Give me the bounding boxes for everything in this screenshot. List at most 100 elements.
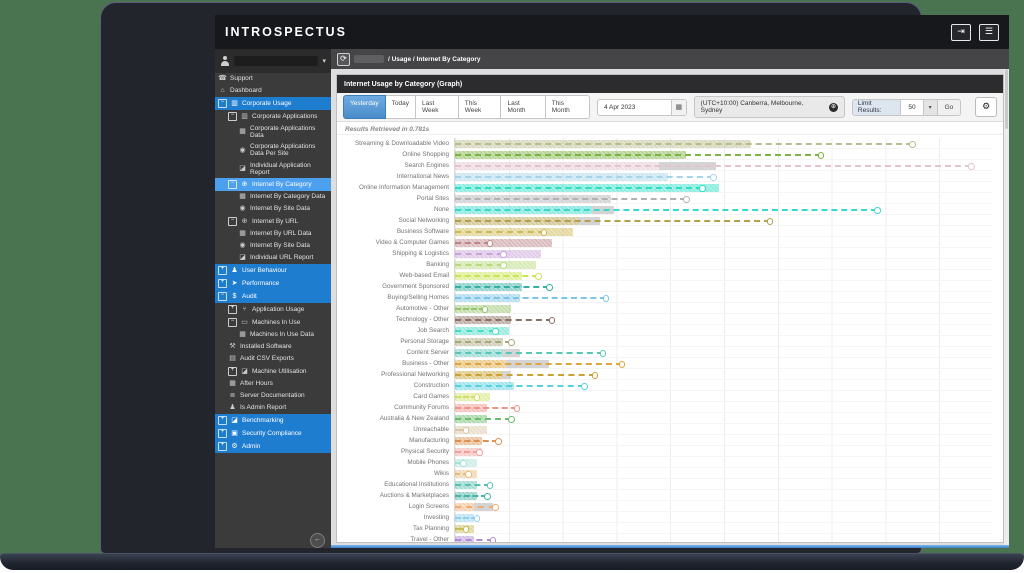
chart-track [454, 292, 993, 303]
sidebar-item-benchmarking[interactable]: + ◪ Benchmarking [215, 413, 331, 427]
sidebar-item-machines-in-use[interactable]: − ▭ Machines In Use [215, 316, 331, 329]
sidebar-item-dashboard[interactable]: ⌂ Dashboard [215, 85, 331, 97]
sidebar-item-individual-application-report[interactable]: ◪ Individual Application Report [215, 160, 331, 178]
chart-marker-dot [874, 207, 881, 214]
sidebar-item-label: Internet By Site Data [250, 205, 310, 213]
scrollbar-thumb[interactable] [1005, 69, 1008, 129]
chart-dashed-comparison-line [455, 264, 504, 266]
sidebar-item-after-hours[interactable]: ▦ After Hours [215, 378, 331, 390]
sidebar-item-audit[interactable]: − $ Audit [215, 289, 331, 303]
sidebar-item-performance[interactable]: + ➤ Performance [215, 276, 331, 290]
page-title: Internet Usage by Category (Graph) [337, 75, 1003, 93]
chart-category-label: Government Sponsored [382, 283, 449, 290]
sidebar-item-admin[interactable]: + ⚙ Admin [215, 439, 331, 453]
sidebar-item-machines-in-use-data[interactable]: ▦ Machines In Use Data [215, 329, 331, 341]
chart-row: Construction [339, 380, 993, 391]
calendar-icon[interactable]: ▦ [670, 99, 686, 115]
chart-bar[interactable] [455, 535, 474, 542]
user-menu[interactable]: ▾ [215, 49, 331, 73]
sidebar-item-internet-by-url-data[interactable]: ▦ Internet By URL Data [215, 228, 331, 240]
chart-marker-dot [484, 493, 491, 500]
collapse-expander-icon[interactable]: − [228, 216, 237, 226]
sidebar-item-label: Internet By Site Data [250, 242, 310, 250]
shield-icon: ▣ [231, 429, 238, 437]
chart-category-label: Online Information Management [359, 184, 449, 191]
report-chart-icon: ◪ [239, 254, 246, 261]
sidebar-item-machine-utilisation[interactable]: + ◪ Machine Utilisation [215, 365, 331, 378]
chart-bar[interactable] [455, 425, 488, 434]
collapse-expander-icon[interactable]: − [228, 317, 237, 327]
table-icon: ▦ [239, 193, 246, 200]
refresh-icon[interactable]: ⟳ [337, 52, 350, 66]
gear-icon[interactable]: ⚙ [975, 97, 997, 117]
sidebar-item-server-documentation[interactable]: ≣ Server Documentation [215, 390, 331, 402]
file-icon: ▤ [229, 355, 236, 362]
sidebar-item-is-admin-report[interactable]: ♟ Is Admin Report [215, 402, 331, 414]
expand-expander-icon[interactable]: + [218, 278, 227, 288]
chart-dashed-comparison-line [455, 473, 469, 475]
range-button-this-week[interactable]: This Week [458, 95, 502, 119]
collapse-expander-icon[interactable]: − [228, 112, 237, 121]
scrollbar[interactable] [1004, 69, 1009, 545]
sidebar-item-internet-by-site-data[interactable]: ◉ Internet By Site Data [215, 240, 331, 252]
collapse-expander-icon[interactable]: − [218, 99, 227, 108]
range-button-last-month[interactable]: Last Month [501, 95, 546, 119]
sidebar-item-corporate-applications-data[interactable]: ▦ Corporate Applications Data [215, 123, 331, 141]
chart-marker-dot [699, 185, 706, 192]
sidebar-item-internet-by-category-data[interactable]: ▦ Internet By Category Data [215, 191, 331, 203]
site-pin-icon: ◉ [239, 146, 246, 154]
sidebar-item-internet-by-site-data[interactable]: ◉ Internet By Site Data [215, 203, 331, 215]
range-button-this-month[interactable]: This Month [545, 95, 590, 119]
go-button[interactable]: Go [936, 99, 961, 115]
chart-category-label: Australia & New Zealand [379, 415, 449, 422]
range-button-last-week[interactable]: Last Week [416, 95, 459, 119]
expand-expander-icon[interactable]: + [228, 366, 237, 376]
chart-dashed-comparison-line [455, 154, 821, 156]
date-picker[interactable]: 4 Apr 2023 ▦ [596, 98, 687, 116]
sidebar-item-application-usage[interactable]: + ⑂ Application Usage [215, 303, 331, 316]
chart-bar[interactable] [455, 238, 552, 247]
range-button-today[interactable]: Today [385, 95, 417, 119]
sidebar-item-audit-csv-exports[interactable]: ▤ Audit CSV Exports [215, 353, 331, 365]
usage-icon: ⑂ [242, 305, 247, 313]
sidebar-item-label: Performance [242, 279, 280, 287]
redacted-crumb [354, 55, 384, 63]
collapse-expander-icon[interactable]: − [218, 291, 227, 301]
chart-row: Web-based Email [339, 270, 993, 281]
sidebar-item-corporate-applications-data-per-site[interactable]: ◉ Corporate Applications Data Per Site [215, 141, 331, 159]
chart-track [454, 358, 993, 369]
breadcrumb-path: / Usage / Internet By Category [388, 55, 481, 63]
limit-results-value[interactable]: 50 [900, 99, 923, 115]
screen-bottom-strip [331, 545, 1009, 548]
sidebar-item-corporate-applications[interactable]: − ▥ Corporate Applications [215, 110, 331, 123]
collapse-left-icon[interactable]: ← [310, 533, 325, 548]
sidebar-item-user-behaviour[interactable]: + ♟ User Behaviour [215, 263, 331, 277]
sidebar-item-security-compliance[interactable]: + ▣ Security Compliance [215, 426, 331, 440]
chart-row: Personal Storage [339, 336, 993, 347]
timezone-selector[interactable]: (UTC+10:00) Canberra, Melbourne, Sydney … [693, 96, 845, 118]
chart-category-label: Personal Storage [400, 338, 449, 345]
expand-expander-icon[interactable]: + [228, 304, 237, 314]
menu-icon[interactable]: ☰ [979, 23, 999, 41]
sidebar-item-individual-url-report[interactable]: ◪ Individual URL Report [215, 252, 331, 264]
sidebar-item-internet-by-category[interactable]: − ⊕ Internet By Category [215, 177, 331, 191]
chart-category-label: Tax Planning [412, 525, 449, 532]
chevron-down-icon: ▾ [322, 58, 326, 65]
expand-expander-icon[interactable]: + [218, 441, 227, 451]
expand-expander-icon[interactable]: + [218, 428, 227, 438]
logout-icon[interactable]: ⇥ [951, 23, 971, 41]
sidebar-item-internet-by-url[interactable]: − ⊕ Internet By URL [215, 215, 331, 228]
date-value[interactable]: 4 Apr 2023 [603, 103, 636, 111]
sidebar-item-label: Is Admin Report [240, 404, 287, 412]
sidebar-item-label: Audit CSV Exports [240, 355, 294, 363]
chevron-down-icon[interactable]: ▾ [922, 99, 937, 115]
tools-icon: ⚒ [229, 343, 236, 350]
sidebar-item-corporate-usage[interactable]: − ▥ Corporate Usage [215, 97, 331, 110]
expand-expander-icon[interactable]: + [218, 415, 227, 425]
chart-category-label: Unreachable [413, 426, 449, 433]
range-button-yesterday[interactable]: Yesterday [343, 95, 386, 119]
sidebar-item-support[interactable]: ☎ Support [215, 73, 331, 85]
expand-expander-icon[interactable]: + [218, 265, 227, 275]
sidebar-item-installed-software[interactable]: ⚒ Installed Software [215, 341, 331, 353]
collapse-expander-icon[interactable]: − [228, 179, 237, 189]
